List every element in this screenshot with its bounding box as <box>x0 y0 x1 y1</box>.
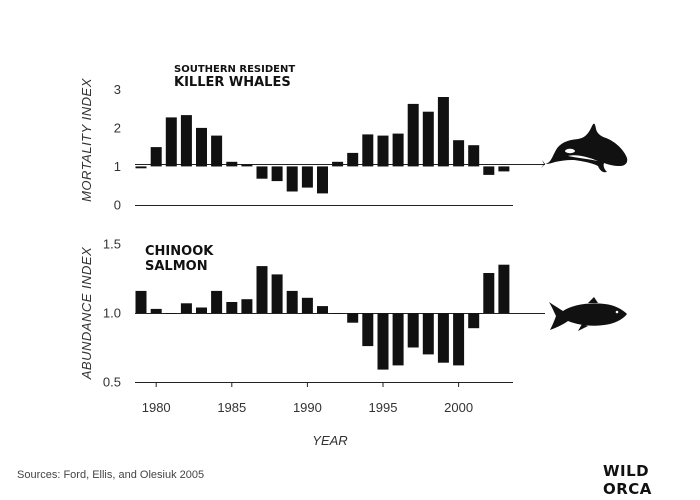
mortality-y-tick-label: 1 <box>114 159 121 174</box>
abundance-bar-1989 <box>286 290 298 313</box>
brand-logo-text: WILD ORCA <box>603 462 652 498</box>
mortality-bar-1990 <box>301 166 313 188</box>
x-tick-label: 1985 <box>217 400 246 415</box>
mortality-bar-1998 <box>422 111 434 167</box>
x-tick-label: 1980 <box>142 400 171 415</box>
mortality-bar-1989 <box>286 166 298 192</box>
abundance-bar-1986 <box>241 299 253 313</box>
mortality-title-line2: KILLER WHALES <box>174 75 291 90</box>
mortality-bar-1999 <box>437 97 449 167</box>
abundance-bar-1979 <box>135 290 147 313</box>
mortality-y-tick-label: 3 <box>114 82 121 97</box>
abundance-bar-1993 <box>347 313 359 323</box>
abundance-y-tick-label: 1.5 <box>103 237 121 252</box>
mortality-bar-1987 <box>256 166 268 179</box>
abundance-y-tick-label: 0.5 <box>103 375 121 390</box>
mortality-panel: SOUTHERN RESIDENT KILLER WHALES MORTALIT… <box>79 64 628 213</box>
mortality-bar-1985 <box>226 161 238 167</box>
x-tick-label: 2000 <box>444 400 473 415</box>
abundance-y-axis-label: ABUNDANCE INDEX <box>79 246 94 380</box>
abundance-bar-1992 <box>332 313 344 314</box>
abundance-title-line1: CHINOOK <box>145 244 214 259</box>
abundance-y-tick-label: 1.0 <box>103 306 121 321</box>
mortality-bar-1995 <box>377 135 389 167</box>
abundance-bar-1997 <box>407 313 419 348</box>
mortality-bar-1979 <box>135 166 147 169</box>
mortality-bar-1992 <box>332 161 344 167</box>
x-tick-label: 1995 <box>369 400 398 415</box>
abundance-bar-1999 <box>437 313 449 363</box>
x-tick-label: 1990 <box>293 400 322 415</box>
salmon-icon <box>549 297 627 331</box>
mortality-y-axis-label: MORTALITY INDEX <box>79 77 94 202</box>
mortality-title-line1: SOUTHERN RESIDENT <box>174 64 295 75</box>
mortality-bar-1996 <box>392 133 404 167</box>
abundance-bar-1994 <box>362 313 374 347</box>
mortality-bar-1980 <box>150 147 162 167</box>
mortality-bar-2003 <box>498 166 510 172</box>
mortality-bar-1991 <box>317 166 328 194</box>
abundance-bar-1985 <box>226 302 238 313</box>
abundance-bar-1990 <box>301 297 313 313</box>
abundance-bar-1995 <box>377 313 389 370</box>
mortality-bar-1993 <box>347 152 359 167</box>
mortality-y-tick-label: 0 <box>114 198 121 213</box>
abundance-bar-2003 <box>498 264 510 313</box>
abundance-bar-1987 <box>256 266 268 313</box>
abundance-bar-1998 <box>422 313 434 355</box>
mortality-bar-1982 <box>180 115 192 167</box>
mortality-bar-2000 <box>453 140 465 167</box>
abundance-bar-1988 <box>271 274 283 313</box>
mortality-bar-1981 <box>165 117 177 167</box>
mortality-bar-1994 <box>362 134 374 167</box>
abundance-bar-2000 <box>453 313 465 366</box>
abundance-bar-1981 <box>165 313 177 314</box>
abundance-bar-1980 <box>150 308 162 313</box>
abundance-bar-1983 <box>196 307 207 313</box>
abundance-bar-1984 <box>211 290 223 313</box>
mortality-bar-1997 <box>407 103 419 167</box>
mortality-bar-1984 <box>211 135 223 167</box>
mortality-bar-1983 <box>196 127 207 167</box>
abundance-bar-2002 <box>483 273 495 313</box>
abundance-bar-1996 <box>392 313 404 366</box>
mortality-bar-2002 <box>483 166 495 175</box>
abundance-bar-1982 <box>180 303 192 313</box>
mortality-bar-1986 <box>241 164 253 167</box>
mortality-y-tick-label: 2 <box>114 120 121 135</box>
x-axis-label: YEAR <box>312 433 347 448</box>
abundance-bar-2001 <box>468 313 480 329</box>
mortality-bar-2001 <box>468 145 480 167</box>
abundance-title-line2: SALMON <box>145 259 208 274</box>
orca-icon <box>541 123 628 173</box>
abundance-bar-1991 <box>317 306 328 313</box>
abundance-panel: CHINOOK SALMON ABUNDANCE INDEX 0.5 1.0 1.5… <box>79 237 627 448</box>
mortality-bar-1988 <box>271 166 283 182</box>
source-note: Sources: Ford, Ellis, and Olesiuk 2005 <box>17 469 205 481</box>
